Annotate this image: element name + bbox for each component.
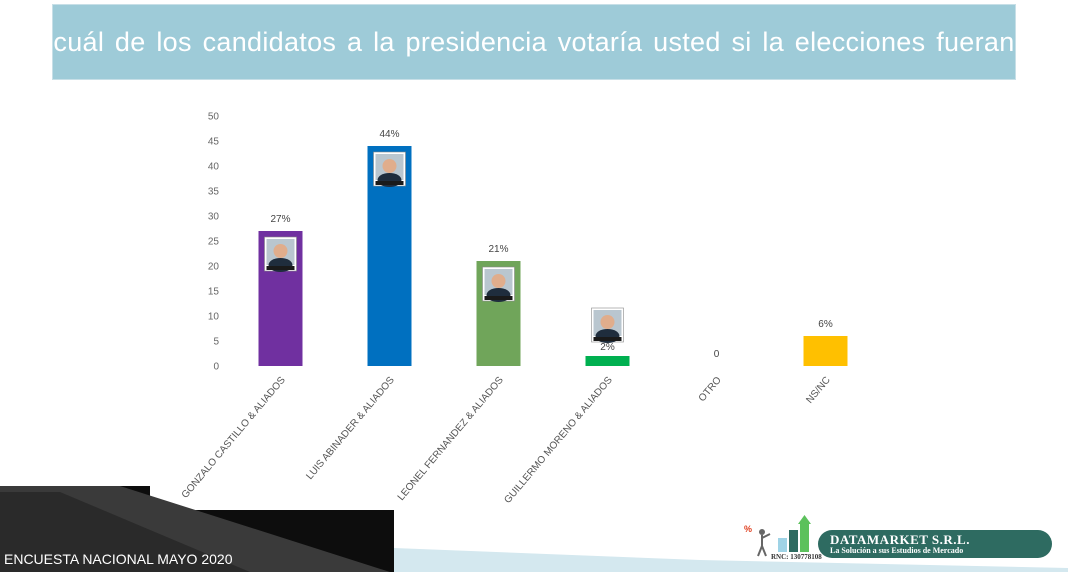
candidate-photo-icon [373, 151, 406, 187]
candidate-photo-icon [591, 307, 624, 343]
y-tick-label: 35 [208, 187, 220, 198]
chart-question: ¿Por cuál de los candidatos a la preside… [0, 26, 1068, 57]
category-label: LEONEL FERNANDEZ & ALIADOS [396, 375, 506, 503]
y-tick-label: 50 [208, 112, 220, 123]
y-tick-label: 25 [208, 237, 220, 248]
category-labels: GONZALO CASTILLO & ALIADOS LUIS ABINADER … [180, 375, 833, 506]
y-axis: 0 5 10 15 20 25 30 35 40 45 50 [208, 112, 220, 373]
y-tick-label: 45 [208, 137, 220, 148]
candidate-photo-icon [482, 266, 515, 302]
y-tick-label: 30 [208, 212, 220, 223]
data-label: 21% [488, 244, 508, 255]
bar [585, 356, 630, 366]
brand-rnc: RNC: 130778108 [771, 553, 822, 561]
data-label: 6% [818, 319, 833, 330]
bar [803, 336, 848, 366]
survey-label: ENCUESTA NACIONAL MAYO 2020 [4, 551, 233, 567]
y-tick-label: 40 [208, 162, 220, 173]
growth-chart-figure-icon: % [744, 515, 811, 557]
category-label: OTRO [697, 375, 724, 404]
candidate-photo-icon [264, 236, 297, 272]
category-label: NS/NC [804, 375, 832, 406]
category-label: GUILLERMO MORENO & ALIADOS [502, 375, 615, 506]
y-tick-label: 5 [213, 337, 219, 348]
title-banner: ¿Por cuál de los candidatos a la preside… [0, 4, 1068, 80]
y-tick-label: 0 [213, 362, 219, 373]
bars [258, 146, 848, 366]
data-label: 27% [270, 214, 290, 225]
brand-badge [818, 530, 1052, 558]
category-label: LUIS ABINADER & ALIADOS [304, 375, 397, 482]
brand-tagline: La Solución a sus Estudios de Mercado [830, 546, 964, 555]
y-tick-label: 15 [208, 287, 220, 298]
brand-name: DATAMARKET S.R.L. [830, 532, 970, 547]
svg-text:%: % [744, 524, 752, 534]
data-label: 0 [714, 349, 720, 360]
footer-decoration [0, 486, 1068, 572]
y-tick-label: 20 [208, 262, 220, 273]
data-labels: 27% 44% 21% 2% 0 6% [270, 129, 832, 360]
y-tick-label: 10 [208, 312, 220, 323]
data-label: 2% [600, 342, 615, 353]
category-label: GONZALO CASTILLO & ALIADOS [180, 375, 288, 501]
data-label: 44% [379, 129, 399, 140]
